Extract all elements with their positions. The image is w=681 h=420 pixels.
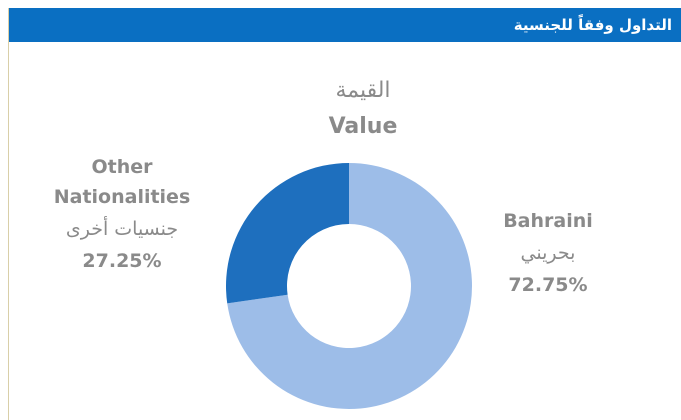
value-label: 27.25% [82, 250, 162, 272]
slice [227, 163, 472, 409]
slice-label: Bahraini [503, 210, 593, 232]
slice [226, 163, 349, 304]
value-label: 72.75% [508, 274, 588, 296]
slice-label-ar: جنسيات أخرى [65, 218, 179, 240]
chart-subtitle: Value [328, 114, 398, 139]
slice-label-ar: بحريني [520, 242, 576, 264]
chart-title: القيمة [335, 78, 391, 103]
slice-label: Other Nationalities [53, 156, 191, 208]
header-title: التداول وفقاً للجنسية [9, 8, 681, 42]
